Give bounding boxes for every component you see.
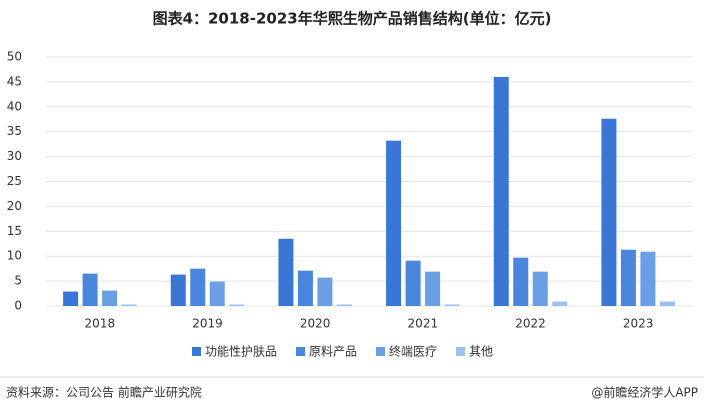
legend-swatch: [192, 347, 201, 356]
bar: [493, 76, 509, 306]
y-tick-label: 15: [7, 224, 22, 238]
bar: [317, 277, 333, 306]
bar: [601, 118, 617, 306]
bar: [121, 304, 137, 306]
x-tick-label: 2018: [85, 317, 116, 331]
bar: [640, 251, 656, 306]
legend-swatch: [376, 347, 385, 356]
x-tick-label: 2022: [515, 317, 546, 331]
legend-label: 其他: [469, 345, 493, 359]
x-tick-label: 2020: [300, 317, 331, 331]
bar: [102, 290, 118, 306]
y-tick-label: 50: [7, 50, 22, 64]
chart-title: 图表4：2018-2023年华熙生物产品销售结构(单位：亿元): [153, 10, 552, 28]
bar: [620, 249, 636, 306]
y-tick-label: 25: [7, 174, 22, 188]
y-tick-label: 10: [7, 249, 22, 263]
x-tick-label: 2021: [408, 317, 439, 331]
footer-source: 资料来源：公司公告 前瞻产业研究院: [6, 385, 202, 400]
y-tick-label: 35: [7, 124, 22, 138]
legend-label: 终端医疗: [389, 344, 437, 359]
x-tick-label: 2019: [192, 317, 223, 331]
bar: [532, 271, 548, 306]
footer-brand: @前瞻经济学人APP: [591, 385, 698, 400]
bar: [209, 281, 225, 306]
bar: [425, 271, 441, 306]
y-tick-label: 0: [14, 299, 22, 313]
y-tick-label: 40: [7, 99, 22, 113]
bar: [513, 257, 529, 306]
bar: [336, 304, 352, 306]
bar: [444, 304, 460, 306]
legend-swatch: [456, 347, 465, 356]
y-tick-label: 20: [7, 199, 22, 213]
y-tick-label: 5: [14, 274, 22, 288]
legend-label: 原料产品: [309, 345, 357, 359]
y-tick-label: 45: [7, 74, 22, 88]
bar: [405, 260, 421, 306]
bar: [229, 304, 245, 306]
x-tick-label: 2023: [623, 317, 654, 331]
bar: [659, 301, 675, 306]
legend-swatch: [296, 347, 305, 356]
bar: [190, 268, 206, 306]
y-tick-label: 30: [7, 149, 22, 163]
bar: [552, 301, 568, 306]
bar: [278, 238, 294, 306]
bar: [82, 273, 98, 306]
bar: [297, 270, 313, 306]
legend-label: 功能性护肤品: [205, 344, 277, 359]
bar: [170, 274, 186, 306]
bar: [63, 291, 79, 306]
bar: [386, 140, 402, 306]
